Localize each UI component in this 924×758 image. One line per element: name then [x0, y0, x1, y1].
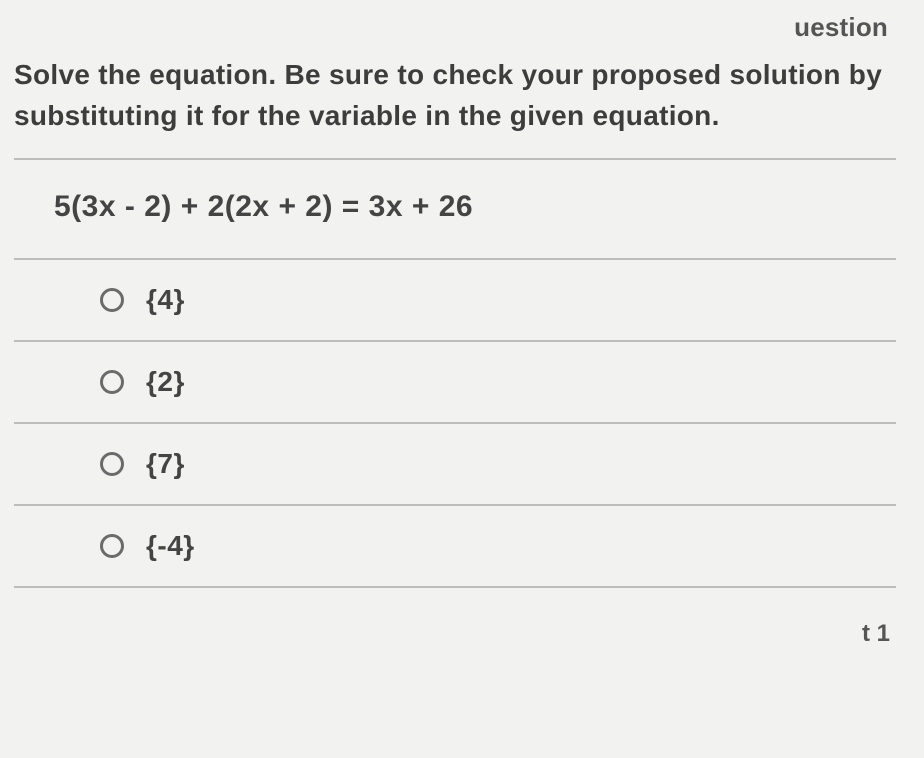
radio-icon[interactable] [100, 534, 124, 558]
option-row-2[interactable]: {7} [14, 424, 896, 506]
option-row-3[interactable]: {-4} [14, 506, 896, 588]
equation-text: 5(3x - 2) + 2(2x + 2) = 3x + 26 [14, 158, 896, 260]
radio-icon[interactable] [100, 452, 124, 476]
question-prompt: Solve the equation. Be sure to check you… [14, 49, 896, 158]
option-label: {-4} [146, 530, 195, 562]
option-row-1[interactable]: {2} [14, 342, 896, 424]
option-label: {2} [146, 366, 185, 398]
option-label: {7} [146, 448, 185, 480]
option-label: {4} [146, 284, 185, 316]
question-header-fragment: uestion [794, 12, 896, 43]
radio-icon[interactable] [100, 288, 124, 312]
radio-icon[interactable] [100, 370, 124, 394]
prompt-text: Solve the equation. Be sure to check you… [14, 55, 896, 136]
footer-fragment: t 1 [862, 620, 890, 648]
option-row-0[interactable]: {4} [14, 260, 896, 342]
